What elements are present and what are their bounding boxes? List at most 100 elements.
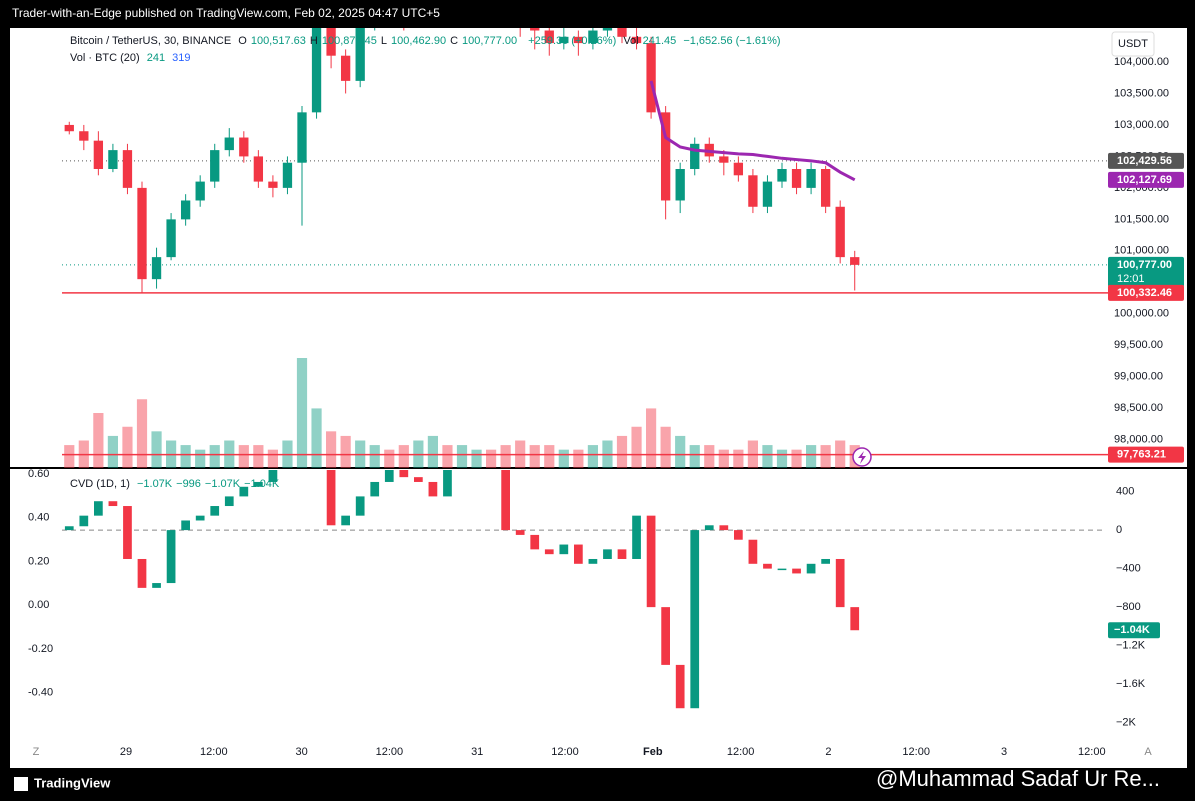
volume-bar	[311, 408, 322, 468]
x-tick-label: 12:00	[551, 746, 579, 758]
ohlc-key: C	[450, 35, 459, 47]
x-tick-label: 30	[295, 746, 307, 758]
candle-body	[486, 0, 495, 5]
alert-bolt	[858, 451, 866, 464]
cvd-candle	[326, 470, 336, 526]
candle-body	[79, 131, 89, 141]
candle-body	[457, 5, 466, 11]
y-tick-label: 104,000.00	[1114, 56, 1169, 68]
y-tick-label: 100,000.00	[1114, 308, 1169, 320]
publisher: Trader-with-an-Edge published on Trading…	[12, 6, 440, 20]
level-label: 100,332.46	[1117, 287, 1172, 299]
cvd-candle	[428, 481, 438, 497]
auto-icon[interactable]: A	[1144, 746, 1152, 758]
brand: TradingView	[34, 775, 111, 790]
candle-body	[530, 28, 540, 31]
volume-bar	[558, 449, 569, 468]
left-tick-label: -0.40	[28, 687, 53, 699]
cvd-candle	[239, 486, 249, 497]
candle-body	[835, 206, 845, 258]
cvd-candle	[617, 549, 627, 559]
candle-body	[282, 162, 293, 188]
volume-bar	[806, 445, 817, 468]
cvd-candle	[254, 481, 263, 487]
candle-body	[239, 137, 249, 157]
candle-body	[850, 257, 860, 265]
y-tick-label: 98,000.00	[1114, 434, 1163, 446]
zoom-icon[interactable]: Z	[33, 746, 40, 758]
y-tick-label: 99,500.00	[1114, 339, 1163, 351]
candle-body	[64, 124, 74, 132]
candle-body	[268, 181, 278, 188]
ohlc-key: O	[238, 35, 247, 47]
y2-tick-label: −2K	[1116, 717, 1137, 729]
axes: 104,000.00103,500.00103,000.00102,500.00…	[28, 56, 1184, 758]
candle-body	[733, 162, 744, 176]
cvd-candle	[748, 539, 758, 564]
volume-bar	[64, 445, 75, 468]
candle-body	[660, 112, 671, 201]
candle-body	[311, 28, 322, 113]
cvd-candle	[763, 563, 772, 569]
volume-bar	[93, 413, 104, 468]
candle-body	[646, 43, 656, 113]
volume-bar	[122, 426, 133, 468]
ohlc-value: 100,517.63	[250, 35, 306, 47]
x-tick-label: 12:00	[200, 746, 228, 758]
currency-button[interactable]	[1111, 31, 1155, 57]
cvd-candle	[443, 470, 452, 497]
candle-body	[690, 143, 700, 170]
cvd-candle	[137, 558, 147, 588]
volume-bar	[675, 435, 686, 468]
candle-body	[516, 12, 525, 18]
y-tick-label: 103,500.00	[1114, 87, 1169, 99]
watermark: @Muhammad Sadaf Ur Re...	[876, 766, 1160, 791]
cvd-candle	[501, 470, 510, 531]
level-tag	[1108, 152, 1184, 169]
cvd-candle	[195, 515, 205, 521]
y-tick-label: 98,500.00	[1114, 402, 1163, 414]
ohlc-value: 100,871.45	[321, 35, 377, 47]
y2-tick-label: −1.2K	[1116, 640, 1146, 652]
volume-bar	[820, 445, 831, 468]
cvd-candle	[210, 506, 220, 516]
candle-body	[762, 181, 773, 207]
cvd-candle	[123, 506, 132, 559]
cvd-candle	[341, 515, 350, 526]
volume-bar	[631, 426, 642, 468]
candle-body	[93, 140, 104, 170]
candle-body	[326, 28, 336, 56]
x-tick-label: 3	[1001, 746, 1007, 758]
cvd-candle	[835, 558, 845, 608]
volume-bar	[369, 445, 380, 468]
cvd-candle	[108, 501, 118, 507]
left-tick-label: 0.00	[28, 599, 49, 611]
volume-bar	[195, 449, 206, 468]
y2-tick-label: −800	[1116, 601, 1141, 613]
candle-body	[151, 257, 162, 280]
candle-body	[675, 169, 685, 201]
candle-body	[719, 156, 729, 163]
y-tick-label: 101,000.00	[1114, 245, 1169, 257]
cvd-candle	[166, 530, 176, 584]
volume-bar	[151, 431, 162, 468]
candle-body	[544, 30, 554, 44]
volume-bar	[646, 408, 657, 468]
volume-bar	[267, 449, 278, 468]
volume-bar	[791, 449, 802, 468]
volume-bar	[776, 449, 788, 468]
cvd-candle	[806, 563, 816, 574]
volume-bar	[253, 445, 264, 468]
candle-body	[501, 5, 510, 11]
countdown: 12:01	[1117, 273, 1145, 285]
cvd-candle	[646, 515, 656, 608]
level-tag	[1108, 256, 1184, 287]
cvd-candle	[719, 525, 729, 531]
candle-body	[806, 169, 816, 188]
price-pane	[62, 0, 1108, 468]
candle-body	[617, 28, 627, 37]
y2-tick-label: 400	[1116, 485, 1134, 497]
cvd-candle	[792, 568, 801, 574]
x-tick-label: 12:00	[902, 746, 930, 758]
